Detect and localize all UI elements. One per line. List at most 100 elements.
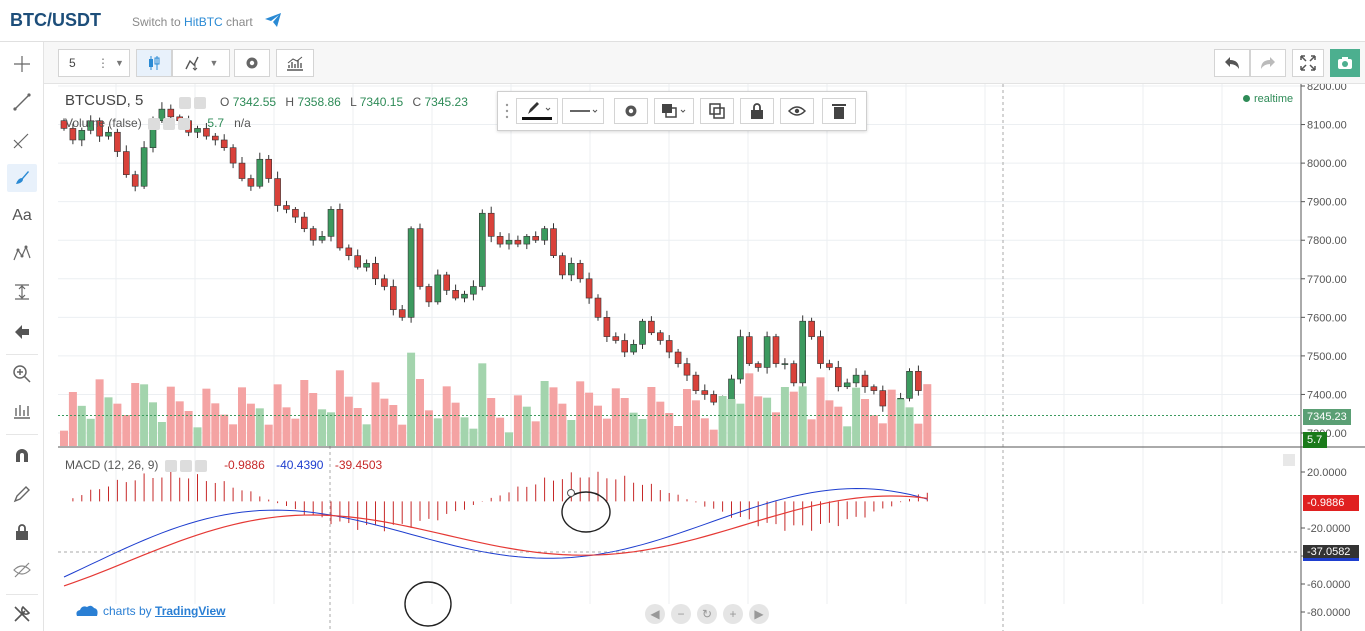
tradingview-credit[interactable]: charts by TradingView bbox=[75, 603, 226, 618]
volume-bar bbox=[238, 387, 246, 446]
price-axis-label: 7900.00 bbox=[1307, 197, 1347, 209]
volume-bar bbox=[451, 402, 460, 446]
close-icon[interactable] bbox=[194, 459, 207, 472]
signal-line bbox=[63, 495, 928, 587]
volume-bar bbox=[335, 370, 344, 446]
volume-bar bbox=[68, 392, 77, 446]
interval-select[interactable]: 5 ⋮ ▼ bbox=[58, 49, 130, 77]
candle-body bbox=[630, 344, 637, 353]
lock-drawing-pencil-icon[interactable] bbox=[7, 480, 37, 508]
zoom-in-icon[interactable]: + bbox=[723, 604, 743, 624]
volume-bar bbox=[478, 363, 487, 446]
settings-button[interactable] bbox=[234, 49, 270, 77]
volume-bar bbox=[709, 429, 718, 446]
paper-plane-icon[interactable] bbox=[265, 13, 281, 27]
volume-bar bbox=[202, 388, 211, 446]
volume-bar bbox=[513, 395, 522, 446]
reset-icon[interactable]: ↻ bbox=[697, 604, 717, 624]
close-icon[interactable] bbox=[178, 117, 191, 130]
volume-bar bbox=[282, 407, 291, 446]
volume-bar bbox=[674, 426, 683, 446]
volume-bar bbox=[166, 386, 175, 446]
volume-bar bbox=[789, 391, 798, 446]
indicators-icon[interactable] bbox=[7, 396, 37, 424]
volume-legend: Volume (false) 5.7 n/a bbox=[65, 116, 251, 130]
volume-bar bbox=[834, 406, 843, 446]
candle-body bbox=[550, 228, 557, 256]
magnet-icon[interactable] bbox=[7, 442, 37, 470]
measure-icon[interactable] bbox=[7, 278, 37, 306]
volume-bar bbox=[878, 423, 887, 446]
candles-button[interactable] bbox=[136, 49, 172, 77]
layers-icon bbox=[662, 104, 686, 118]
volume-bar bbox=[424, 410, 433, 446]
candle-body bbox=[452, 290, 459, 299]
trend-line-icon[interactable] bbox=[7, 88, 37, 116]
brush-icon[interactable] bbox=[7, 164, 37, 192]
clone-button[interactable] bbox=[654, 98, 694, 124]
candle-body bbox=[496, 236, 504, 245]
eye-icon[interactable] bbox=[164, 459, 177, 472]
realtime-indicator: realtime bbox=[1243, 93, 1293, 105]
drawing-settings-button[interactable] bbox=[614, 98, 648, 124]
visibility-button[interactable] bbox=[780, 98, 814, 124]
fullscreen-button[interactable] bbox=[1292, 49, 1324, 77]
crosshair-icon[interactable] bbox=[7, 50, 37, 78]
candle-body bbox=[861, 374, 869, 388]
pitchfork-icon[interactable] bbox=[7, 126, 37, 154]
zoom-icon[interactable] bbox=[7, 360, 37, 388]
undo-button[interactable] bbox=[1214, 49, 1250, 77]
scroll-right-icon[interactable]: ▶ bbox=[749, 604, 769, 624]
candle-body bbox=[318, 236, 326, 241]
candle-body bbox=[612, 336, 620, 341]
volume-bar bbox=[398, 424, 407, 446]
drawn-circle bbox=[404, 581, 452, 627]
copy-button[interactable] bbox=[700, 98, 734, 124]
eye-icon[interactable] bbox=[148, 117, 161, 130]
line-width-button[interactable] bbox=[562, 98, 604, 124]
remove-drawings-icon[interactable] bbox=[7, 318, 37, 346]
candle-body bbox=[158, 108, 166, 121]
lock-icon[interactable] bbox=[7, 518, 37, 546]
switch-chart-link[interactable]: Switch to HitBTC chart bbox=[132, 15, 253, 29]
text-tool-icon[interactable]: Aa bbox=[12, 207, 32, 224]
candle-body bbox=[514, 239, 522, 245]
scroll-left-icon[interactable]: ◀ bbox=[645, 604, 665, 624]
lock-button[interactable] bbox=[740, 98, 774, 124]
redo-button[interactable] bbox=[1250, 49, 1286, 77]
drag-handle[interactable] bbox=[502, 98, 512, 124]
candle-body bbox=[674, 351, 682, 364]
hide-drawings-icon[interactable] bbox=[7, 556, 37, 584]
price-chart[interactable]: 8200.00 8100.00 8000.00 7900.00 7800.00 7700.… bbox=[58, 84, 1365, 631]
eye-icon[interactable] bbox=[179, 96, 191, 109]
gear-icon[interactable] bbox=[194, 96, 206, 109]
candle-body bbox=[60, 120, 68, 129]
macd-line bbox=[63, 488, 928, 578]
pattern-icon[interactable] bbox=[7, 240, 37, 268]
price-axis-label: 8000.00 bbox=[1307, 158, 1347, 170]
candle-body bbox=[114, 131, 121, 152]
line-color-button[interactable] bbox=[516, 98, 558, 124]
snapshot-button[interactable] bbox=[1330, 49, 1360, 77]
gear-icon[interactable] bbox=[179, 459, 192, 472]
candle-body bbox=[621, 340, 629, 353]
candle-body bbox=[96, 120, 103, 137]
compare-button[interactable]: ▼ bbox=[172, 49, 230, 77]
candle-body bbox=[692, 374, 700, 391]
tools-icon[interactable] bbox=[7, 600, 37, 628]
volume-bar bbox=[807, 419, 816, 446]
candle-body bbox=[167, 108, 175, 118]
volume-bar bbox=[220, 414, 229, 446]
volume-bar bbox=[736, 403, 745, 446]
volume-bar bbox=[496, 417, 505, 446]
price-axis-label: 8100.00 bbox=[1307, 120, 1347, 132]
macd-legend: MACD (12, 26, 9) -0.9886 -40.4390 -39.45… bbox=[65, 458, 383, 472]
gear-icon[interactable] bbox=[163, 117, 176, 130]
delete-button[interactable] bbox=[822, 98, 856, 124]
candle-body bbox=[576, 263, 584, 280]
zoom-out-icon[interactable]: − bbox=[671, 604, 691, 624]
candle-body bbox=[309, 228, 317, 241]
candle-body bbox=[327, 209, 335, 237]
indicators-button[interactable] bbox=[276, 49, 314, 77]
volume-bar bbox=[914, 423, 923, 446]
